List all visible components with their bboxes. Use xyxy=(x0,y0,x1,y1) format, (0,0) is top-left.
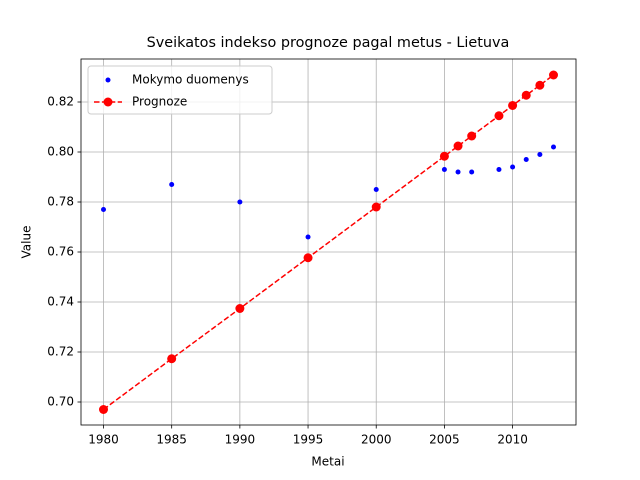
legend-swatch xyxy=(103,97,113,107)
scatter-point xyxy=(510,164,516,170)
scatter-point xyxy=(469,169,475,175)
line-marker xyxy=(508,101,518,110)
line-marker xyxy=(371,202,381,212)
scatter-point xyxy=(237,199,243,205)
legend-swatch xyxy=(105,77,111,83)
scatter-point xyxy=(455,169,461,175)
y-tick-label: 0.74 xyxy=(47,295,74,309)
line-marker xyxy=(303,253,313,263)
x-tick-label: 2000 xyxy=(361,433,392,447)
scatter-point xyxy=(373,187,379,192)
scatter-point xyxy=(305,234,311,240)
line-marker xyxy=(521,90,531,100)
legend-label: Prognoze xyxy=(132,95,187,109)
y-tick-label: 0.80 xyxy=(47,145,74,159)
line-marker xyxy=(99,405,108,414)
x-tick-label: 1985 xyxy=(156,433,187,447)
x-tick-label: 1990 xyxy=(225,433,256,447)
chart-title: Sveikatos indekso prognoze pagal metus -… xyxy=(147,35,510,51)
line-marker xyxy=(535,80,545,90)
scatter-point xyxy=(551,144,556,150)
y-tick-label: 0.78 xyxy=(47,195,74,209)
line-marker xyxy=(453,141,463,151)
legend-box xyxy=(87,65,273,115)
line-marker xyxy=(439,151,449,161)
x-tick-label: 1995 xyxy=(293,433,324,447)
line-marker xyxy=(549,70,558,80)
y-tick-label: 0.82 xyxy=(47,95,74,109)
y-tick-label: 0.76 xyxy=(47,245,74,259)
legend-label: Mokymo duomenys xyxy=(132,73,249,87)
scatter-point xyxy=(537,152,543,157)
line-marker xyxy=(235,304,245,313)
line-marker xyxy=(494,111,504,121)
scatter-point xyxy=(169,182,175,187)
scatter-point xyxy=(523,157,529,162)
scatter-point xyxy=(496,167,502,172)
line-marker xyxy=(467,131,477,141)
x-tick-label: 2005 xyxy=(429,433,460,447)
plot-frame xyxy=(80,58,577,426)
legend: Mokymo duomenys Prognoze xyxy=(87,65,273,115)
x-tick-label: 2010 xyxy=(497,433,528,447)
x-tick-label: 1980 xyxy=(88,433,119,447)
y-tick-label: 0.72 xyxy=(47,345,74,359)
y-axis-label: Value xyxy=(20,226,34,259)
scatter-point xyxy=(101,207,106,212)
x-axis-label: Metai xyxy=(311,455,344,469)
y-tick-label: 0.70 xyxy=(47,395,74,409)
scatter-point xyxy=(441,167,447,172)
line-marker xyxy=(167,354,177,364)
